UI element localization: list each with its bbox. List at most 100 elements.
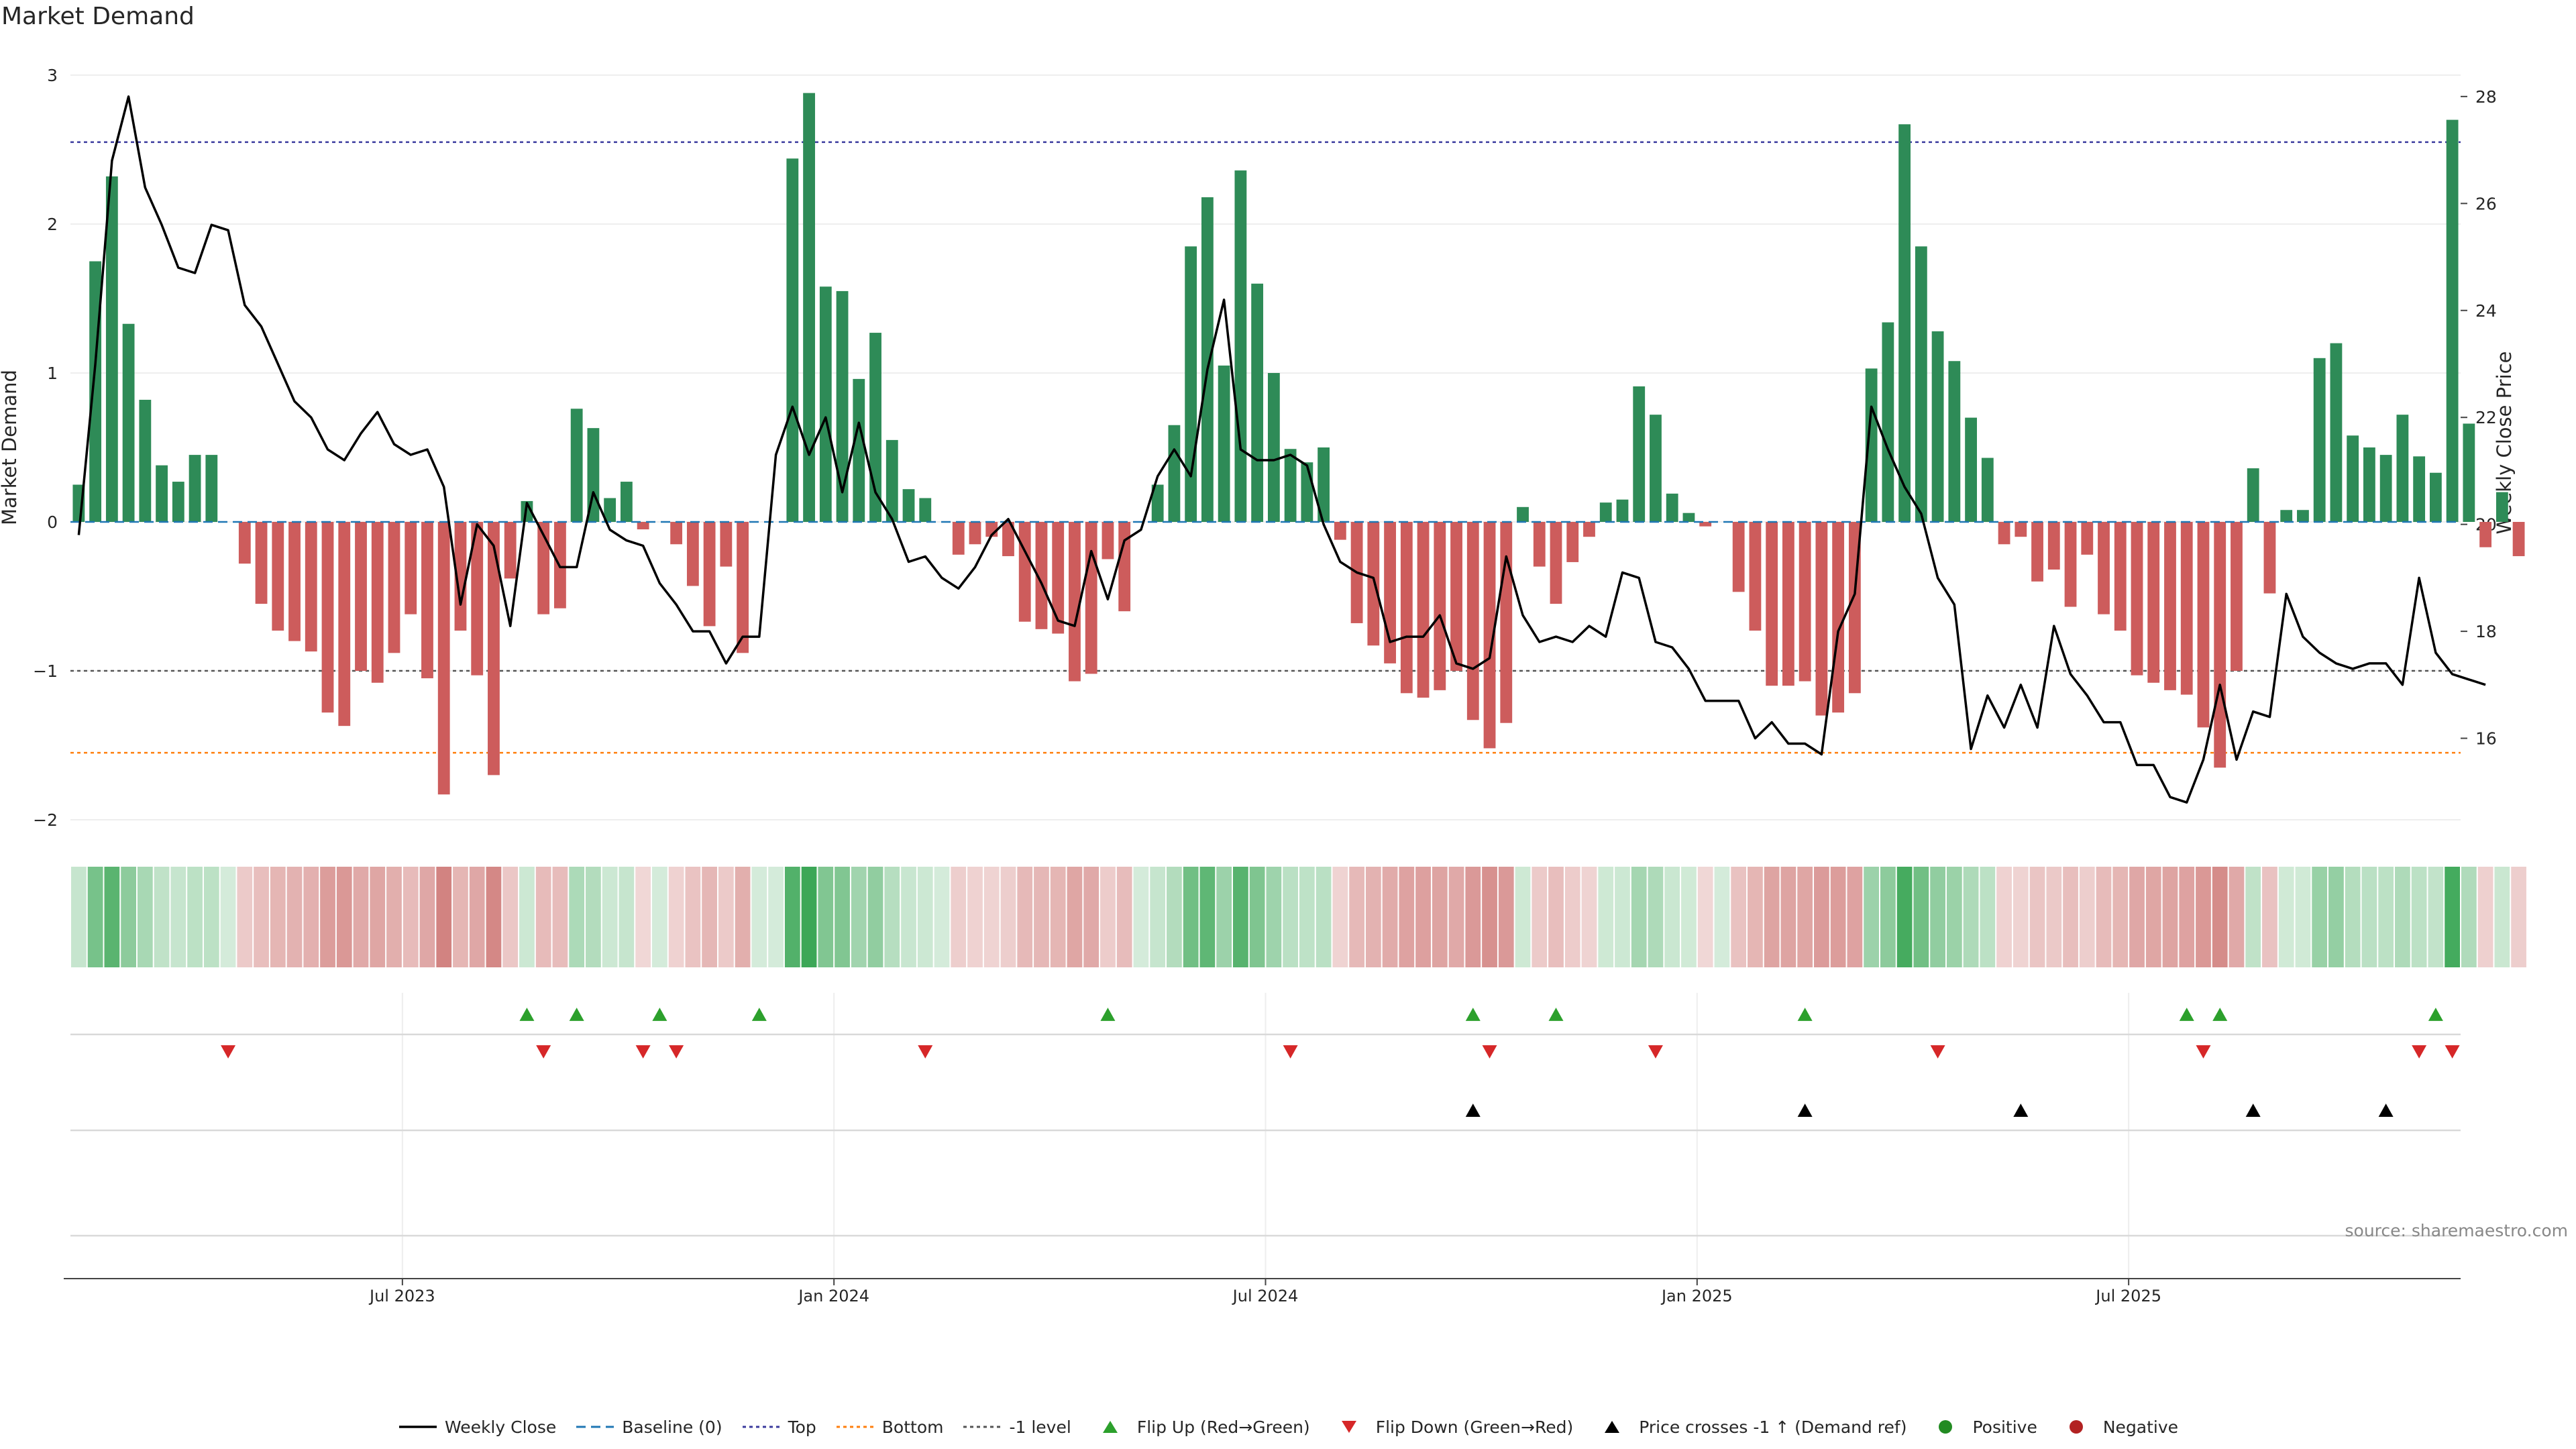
source-note: source: sharemaestro.com [2345, 1221, 2569, 1240]
heat-strip-cell [2361, 867, 2377, 967]
heat-strip-cell [1199, 867, 1216, 967]
heat-strip-cell [735, 867, 751, 967]
demand-bar [1002, 522, 1014, 557]
heat-strip-cell [2477, 867, 2493, 967]
heat-strip-cell [303, 867, 319, 967]
demand-bar [1483, 522, 1496, 749]
demand-bar [2031, 522, 2043, 582]
legend-label: Weekly Close [444, 1417, 557, 1437]
legend-label: -1 level [1009, 1417, 1071, 1437]
heat-strip-cell [1349, 867, 1364, 967]
demand-bar [2197, 522, 2210, 728]
flip-down-marker [221, 1045, 236, 1059]
heat-strip-cell [1017, 867, 1033, 967]
demand-bar [1318, 447, 1330, 522]
heat-strip-cell [1581, 867, 1597, 967]
heat-strip-cell [983, 867, 1000, 967]
demand-bar [2263, 522, 2276, 594]
heat-strip-cell [436, 867, 452, 967]
heat-strip-cell [1598, 867, 1614, 967]
demand-bar [1898, 124, 1911, 522]
demand-bar [1948, 361, 1961, 522]
heat-strip-cell [1399, 867, 1415, 967]
heat-strip-cell [137, 867, 153, 967]
heat-strip-cell [619, 867, 635, 967]
demand-bar [1965, 417, 1977, 522]
demand-bar [1650, 415, 1662, 522]
demand-bar [670, 522, 683, 545]
heat-strip-cell [2029, 867, 2045, 967]
heat-strip-cell [1067, 867, 1083, 967]
heat-strip-cell [2129, 867, 2145, 967]
flip-down-marker [669, 1045, 684, 1059]
flip-up-marker [2179, 1008, 2194, 1021]
heat-strip-cell [2295, 867, 2311, 967]
heat-strip-cell [1183, 867, 1199, 967]
demand-bar [388, 522, 400, 653]
demand-bar [2214, 522, 2226, 768]
demand-bar [1882, 322, 1894, 522]
demand-bar [1118, 522, 1131, 612]
price-cross-marker [1797, 1104, 1813, 1117]
demand-bar [1018, 522, 1031, 622]
demand-bar [1201, 197, 1214, 522]
heat-strip-cell [1714, 867, 1730, 967]
legend-item: Flip Down (Green→Red) [1329, 1417, 1573, 1437]
legend-label: Baseline (0) [622, 1417, 722, 1437]
heat-strip-cell [1133, 867, 1149, 967]
legend-item: Bottom [835, 1417, 943, 1437]
heat-strip-cell [1316, 867, 1332, 967]
demand-bar [686, 522, 699, 586]
heat-strip-cell [602, 867, 618, 967]
demand-bar [853, 378, 865, 522]
demand-bar [1367, 522, 1380, 646]
demand-bar [703, 522, 716, 627]
heat-strip-cell [1664, 867, 1680, 967]
heat-strip-cell [2046, 867, 2062, 967]
heat-strip-cell [121, 867, 136, 967]
heat-strip-cell [2461, 867, 2477, 967]
demand-bar [1267, 373, 1280, 522]
demand-bar [1069, 522, 1081, 682]
demand-bar [604, 498, 616, 522]
heat-strip-cell [768, 867, 784, 967]
heat-strip-cell [1648, 867, 1664, 967]
demand-bar [2280, 510, 2293, 522]
heat-strip-cell [2378, 867, 2394, 967]
right-tick-label: 18 [2475, 622, 2497, 641]
flip-up-marker [1465, 1008, 1481, 1021]
heat-strip-cell [1482, 867, 1497, 967]
demand-bar [2479, 522, 2492, 547]
demand-bar [255, 522, 268, 604]
demand-bar [2047, 522, 2060, 570]
x-tick-label: Jul 2023 [368, 1287, 435, 1305]
heat-strip-cell [901, 867, 916, 967]
demand-bar [919, 498, 932, 522]
demand-bar [2180, 522, 2193, 695]
demand-bar [421, 522, 433, 679]
heat-strip-cell [203, 867, 219, 967]
heat-strip-cell [1000, 867, 1016, 967]
heat-strip-cell [1083, 867, 1099, 967]
demand-bar [2379, 455, 2392, 522]
heat-strip-cell [1797, 867, 1813, 967]
flip-up-marker [2212, 1008, 2228, 1021]
right-tick-label: 26 [2475, 194, 2497, 213]
right-tick-label: 28 [2475, 87, 2497, 107]
price-cross-marker [2245, 1104, 2261, 1117]
heat-strip-cell [1448, 867, 1464, 967]
heat-strip-cell [386, 867, 402, 967]
heat-strip-cell [2345, 867, 2361, 967]
heat-strip-cell [286, 867, 303, 967]
heat-strip-cell [2395, 867, 2410, 967]
legend-symbol [835, 1417, 875, 1437]
demand-bar [1998, 522, 2010, 545]
demand-bar [819, 286, 832, 522]
heat-strip-cell [2112, 867, 2129, 967]
legend-item: Negative [2056, 1417, 2178, 1437]
chart-title: Market Demand [1, 3, 195, 30]
flip-up-marker [1797, 1008, 1813, 1021]
heat-strip-cell [519, 867, 535, 967]
x-tick-label: Jan 2024 [797, 1287, 869, 1305]
heat-strip-cell [552, 867, 568, 967]
